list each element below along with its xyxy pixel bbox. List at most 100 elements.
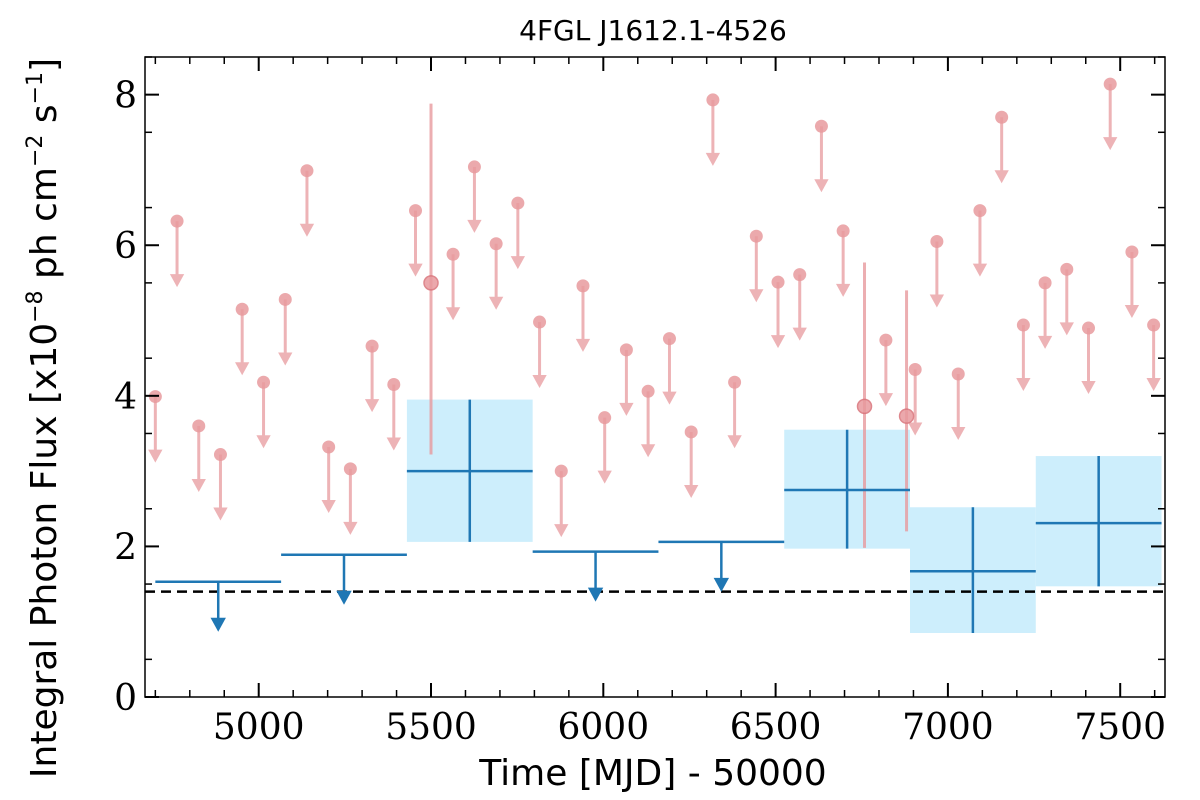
chart-title: 4FGL J1612.1-4526: [519, 14, 787, 47]
short-bin-ul-arrow-27: [749, 236, 764, 303]
x-tick-label-3: 6500: [730, 707, 822, 748]
x-axis-label: Time [MJD] - 50000: [478, 753, 826, 794]
short-bin-ul-arrow-17: [532, 322, 547, 389]
short-bin-ul-arrow-42-head: [1103, 137, 1118, 151]
short-bin-ul-point-34: [930, 234, 944, 248]
short-bin-ul-arrow-14-head: [467, 219, 482, 233]
short-bin-ul-arrow-11-head: [386, 437, 401, 451]
short-bin-ul-arrow-10: [364, 346, 380, 413]
y-axis-label-part2: ph cm: [24, 167, 65, 290]
short-bin-ul-arrow-29: [792, 274, 807, 341]
short-bin-ul-arrow-30-head: [814, 179, 829, 193]
short-bin-ul-point-43: [1125, 245, 1139, 259]
short-bin-ul-arrow-2-head: [191, 478, 206, 492]
short-bin-ul-point-20: [598, 411, 612, 425]
short-bin-ul-arrow-43: [1124, 252, 1140, 319]
short-bin-ul-arrow-19-head: [575, 338, 591, 352]
short-bin-ul-arrow-38: [1016, 325, 1031, 392]
short-bin-ul-point-26: [728, 375, 742, 389]
long-bin-ul-arrow-3-head: [713, 577, 730, 592]
short-bin-ul-point-18: [554, 464, 568, 478]
y-axis-label-part4: ]: [24, 58, 65, 72]
short-bin-ul-point-27: [749, 229, 763, 243]
short-bin-ul-arrow-11: [386, 384, 401, 451]
short-bin-ul-arrow-6-head: [278, 352, 293, 366]
short-bin-ul-arrow-33-head: [908, 422, 923, 436]
short-bin-ul-arrow-37-head: [994, 170, 1009, 184]
short-bin-ul-point-2: [192, 419, 206, 433]
short-bin-ul-arrow-41: [1081, 328, 1096, 395]
short-bin-ul-arrow-4-head: [235, 362, 250, 376]
long-bin-ul-arrow-0: [210, 581, 226, 632]
short-bin-ul-arrow-0-head: [148, 449, 163, 463]
short-bin-ul-point-1: [170, 214, 184, 228]
short-bin-ul-arrow-22: [640, 391, 656, 458]
short-bin-ul-point-37: [995, 110, 1009, 124]
y-axis-label-exp2: −2: [23, 135, 48, 167]
short-bin-ul-point-25: [706, 93, 720, 107]
short-bin-ul-arrow-26-head: [727, 435, 742, 449]
long-bin-band-layer: [406, 399, 1162, 633]
short-bin-ul-arrow-21-head: [619, 402, 634, 416]
short-bin-ul-arrow-7: [299, 170, 315, 237]
short-bin-ul-point-13: [446, 247, 460, 261]
short-bin-ul-point-35: [951, 367, 965, 381]
short-bin-ul-arrow-18-head: [554, 524, 569, 538]
short-bin-ul-point-16: [511, 196, 525, 210]
short-bin-ul-arrow-29-head: [792, 327, 807, 341]
short-bin-ul-point-32: [879, 333, 893, 347]
short-bin-ul-arrow-24: [684, 431, 699, 498]
short-bin-ul-arrow-14: [467, 166, 482, 233]
y-axis-label-part3: s: [24, 104, 65, 134]
short-bin-ul-arrow-39-head: [1037, 335, 1053, 349]
short-bin-ul-point-39: [1038, 276, 1052, 290]
short-bin-ul-point-24: [684, 425, 698, 439]
short-bin-ul-arrow-8-head: [321, 500, 336, 514]
short-bin-ul-arrow-10-head: [364, 399, 380, 413]
y-tick-label-4: 8: [114, 76, 137, 117]
short-bin-ul-arrow-33: [908, 369, 923, 436]
short-bin-ul-arrow-28: [770, 282, 786, 349]
short-bin-ul-point-4: [235, 302, 249, 316]
short-bin-ul-point-38: [1016, 318, 1030, 332]
short-bin-ul-arrow-7-head: [299, 223, 315, 237]
short-bin-ul-arrow-9: [343, 468, 358, 535]
short-bin-ul-arrow-5: [256, 382, 271, 449]
short-bin-ul-arrow-17-head: [532, 375, 547, 389]
x-tick-label-1: 5500: [385, 707, 477, 748]
short-bin-ul-arrow-1: [169, 221, 185, 288]
short-bin-ul-arrow-41-head: [1081, 381, 1096, 395]
short-bin-ul-point-29: [793, 268, 807, 282]
long-bin-ul-arrow-2: [587, 551, 604, 602]
short-bin-ul-arrow-24-head: [684, 484, 699, 498]
short-bin-ul-arrow-0: [148, 396, 163, 463]
short-bin-ul-arrow-25-head: [705, 152, 721, 166]
short-bin-ul-point-6: [278, 292, 292, 306]
long-bin-ul-arrow-0-head: [210, 617, 226, 632]
short-bin-ul-arrow-12: [408, 210, 423, 277]
short-bin-ul-arrow-30: [814, 126, 829, 193]
short-bin-ul-arrow-20: [597, 417, 612, 484]
short-bin-ul-arrow-35: [951, 373, 966, 440]
short-bin-layer: [148, 77, 1161, 548]
short-bin-ul-arrow-15: [488, 243, 504, 310]
short-bin-ul-point-9: [343, 462, 357, 476]
short-bin-ul-point-8: [322, 440, 336, 454]
short-bin-ul-point-7: [300, 164, 314, 178]
x-tick-label-0: 5000: [213, 707, 305, 748]
y-axis-label-part1: Integral Photon Flux [x10: [24, 323, 65, 778]
y-axis-label-exp1: −8: [23, 290, 48, 322]
short-bin-ul-arrow-44-head: [1146, 378, 1161, 392]
short-bin-ul-point-44: [1147, 318, 1161, 332]
long-bin-ul-arrow-2-head: [587, 587, 604, 602]
short-bin-ul-arrow-28-head: [770, 335, 786, 349]
short-bin-ul-arrow-21: [619, 349, 634, 416]
short-bin-ul-point-30: [814, 119, 828, 133]
y-tick-label-3: 6: [114, 226, 137, 267]
short-bin-ul-arrow-40: [1059, 269, 1074, 336]
short-bin-ul-point-40: [1060, 262, 1074, 276]
short-bin-ul-arrow-2: [191, 425, 206, 492]
short-bin-ul-point-28: [771, 275, 785, 289]
long-bin-ul-arrow-1: [336, 554, 352, 605]
